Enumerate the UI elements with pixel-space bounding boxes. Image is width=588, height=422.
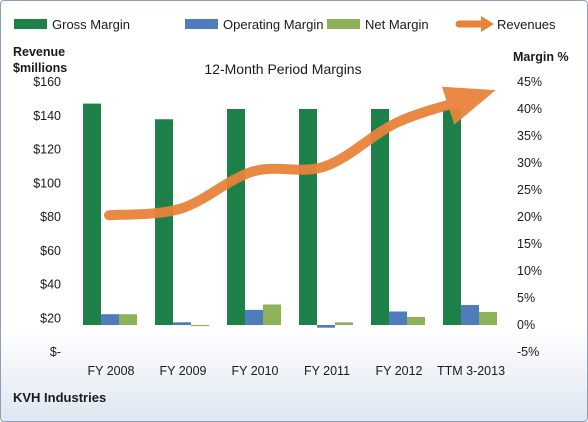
left-tick-label: $- bbox=[50, 345, 61, 359]
gross-margin-bar bbox=[299, 109, 317, 325]
category-label: FY 2008 bbox=[87, 364, 134, 378]
net-margin-legend-label: Net Margin bbox=[365, 17, 429, 32]
net-margin-bar bbox=[263, 304, 281, 325]
right-tick-label: 5% bbox=[517, 291, 535, 305]
category-label: FY 2012 bbox=[375, 364, 422, 378]
left-axis-title-line1: Revenue bbox=[13, 45, 65, 59]
category-labels: FY 2008 FY 2009 FY 2010 FY 2011 FY 2012 TTM 3… bbox=[87, 364, 505, 378]
operating-margin-bar bbox=[101, 314, 119, 325]
operating-margin-bar bbox=[461, 305, 479, 325]
gross-margin-legend-label: Gross Margin bbox=[52, 17, 130, 32]
left-axis-ticks: $- $20 $40 $60 $80 $100 $120 $140 $160 bbox=[33, 75, 61, 359]
operating-margin-legend-swatch bbox=[185, 19, 218, 29]
legend: Gross Margin Operating Margin Net Margin Re… bbox=[14, 16, 556, 32]
right-axis-ticks: -5% 0% 5% 10% 15% 20% 25% 30% 35% 40% 45% bbox=[517, 75, 542, 359]
right-tick-label: 30% bbox=[517, 156, 542, 170]
chart-title: 12-Month Period Margins bbox=[204, 61, 361, 77]
net-margin-legend-swatch bbox=[327, 19, 360, 29]
left-axis-title-line2: $millions bbox=[13, 61, 67, 75]
net-margin-bar bbox=[407, 316, 425, 325]
left-tick-label: $40 bbox=[40, 278, 61, 292]
gross-margin-bar bbox=[371, 109, 389, 325]
gross-margin-legend-swatch bbox=[14, 19, 47, 29]
left-tick-label: $120 bbox=[33, 143, 61, 157]
right-tick-label: 20% bbox=[517, 210, 542, 224]
bars bbox=[83, 103, 497, 328]
right-tick-label: -5% bbox=[517, 345, 539, 359]
revenues-legend-label: Revenues bbox=[497, 17, 556, 32]
right-tick-label: 25% bbox=[517, 183, 542, 197]
net-margin-bar bbox=[479, 312, 497, 325]
gross-margin-bar bbox=[227, 109, 245, 325]
left-tick-label: $100 bbox=[33, 176, 61, 190]
revenues-legend-arrow-icon bbox=[481, 16, 494, 32]
operating-margin-bar bbox=[173, 322, 191, 325]
operating-margin-bar bbox=[317, 325, 335, 328]
gross-margin-bar bbox=[155, 119, 173, 325]
net-margin-bar bbox=[119, 314, 137, 325]
left-tick-label: $60 bbox=[40, 244, 61, 258]
gross-margin-bar bbox=[443, 109, 461, 325]
net-margin-bar bbox=[335, 322, 353, 325]
category-label: FY 2010 bbox=[231, 364, 278, 378]
right-tick-label: 10% bbox=[517, 264, 542, 278]
operating-margin-legend-label: Operating Margin bbox=[223, 17, 323, 32]
gross-margin-bar bbox=[83, 103, 101, 325]
operating-margin-bar bbox=[389, 311, 407, 325]
right-tick-label: 0% bbox=[517, 318, 535, 332]
category-label: TTM 3-2013 bbox=[437, 364, 505, 378]
right-tick-label: 40% bbox=[517, 102, 542, 116]
operating-margin-bar bbox=[245, 309, 263, 325]
net-margin-bar bbox=[191, 325, 209, 327]
right-axis-title: Margin % bbox=[513, 50, 569, 64]
right-tick-label: 45% bbox=[517, 75, 542, 89]
left-tick-label: $160 bbox=[33, 75, 61, 89]
revenue-series bbox=[104, 86, 496, 221]
category-label: FY 2011 bbox=[304, 364, 350, 378]
company-name: KVH Industries bbox=[13, 390, 106, 405]
left-tick-label: $80 bbox=[40, 210, 61, 224]
revenues-line bbox=[104, 86, 496, 221]
left-tick-label: $140 bbox=[33, 109, 61, 123]
right-tick-label: 35% bbox=[517, 129, 542, 143]
category-label: FY 2009 bbox=[159, 364, 206, 378]
left-tick-label: $20 bbox=[40, 311, 61, 325]
right-tick-label: 15% bbox=[517, 237, 542, 251]
